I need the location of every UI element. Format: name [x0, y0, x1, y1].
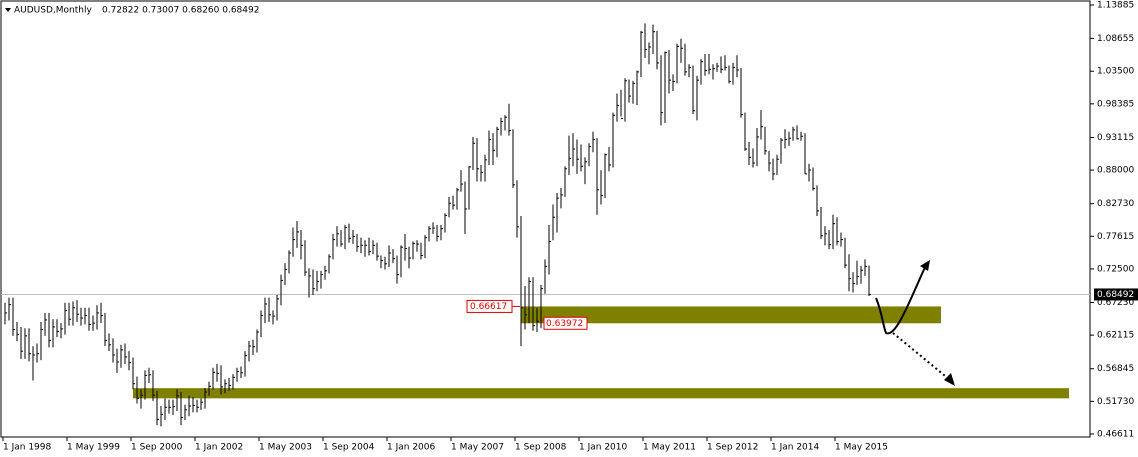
x-tick-label: 1 Sep 2000 [131, 443, 183, 453]
x-tick-label: 1 Jan 2002 [195, 443, 243, 453]
y-tick-label: 0.51730 [1097, 397, 1134, 407]
y-tick-label: 0.56845 [1097, 364, 1134, 374]
arrow-head [920, 260, 930, 271]
x-tick-label: 1 Jan 1998 [3, 443, 51, 453]
price-tag [1094, 288, 1138, 301]
y-tick-label: 0.93115 [1097, 133, 1134, 143]
y-tick-label: 0.72500 [1097, 264, 1134, 274]
level-label: 0.63972 [546, 319, 583, 329]
level-box [543, 316, 588, 330]
ohlc-text: 0.72822 0.73007 0.68260 0.68492 [102, 6, 259, 16]
annotation-arrows [875, 260, 955, 386]
x-tick-label: 1 Jan 2006 [387, 443, 435, 453]
zone [133, 388, 1069, 399]
x-tick-label: 1 Sep 2012 [707, 443, 758, 453]
price-tag-label: 0.68492 [1097, 290, 1134, 300]
x-tick-label: 1 May 2003 [259, 443, 312, 453]
x-tick-label: 1 May 2007 [451, 443, 504, 453]
plot-frame [0, 0, 1091, 438]
y-tick-label: 1.08655 [1097, 34, 1134, 44]
y-tick-label: 0.77615 [1097, 232, 1134, 242]
y-tick-label: 0.98385 [1097, 99, 1134, 109]
x-tick-label: 1 Jan 2010 [579, 443, 627, 453]
chart-title: AUDUSD,Monthly [14, 6, 92, 16]
x-tick-label: 1 Jan 2014 [771, 443, 819, 453]
collapse-icon[interactable] [5, 8, 11, 12]
break-arrow [892, 332, 951, 381]
x-tick-label: 1 Sep 2004 [323, 443, 375, 453]
arrow-head [944, 373, 955, 386]
y-tick-label: 0.88000 [1097, 166, 1134, 176]
y-tick-label: 1.13885 [1097, 1, 1134, 11]
y-tick-label: 0.62115 [1097, 331, 1134, 341]
y-tick-label: 1.03500 [1097, 67, 1134, 77]
y-tick-label: 0.67230 [1097, 298, 1134, 308]
y-tick-label: 0.82730 [1097, 199, 1134, 209]
x-tick-label: 1 May 1999 [67, 443, 120, 453]
x-tick-label: 1 May 2015 [835, 443, 888, 453]
level-label: 0.66617 [470, 302, 507, 312]
zone [521, 306, 941, 324]
x-tick-label: 1 May 2011 [643, 443, 696, 453]
y-tick-label: 0.46611 [1097, 430, 1134, 440]
x-tick-label: 1 Sep 2008 [515, 443, 567, 453]
bounce-arrow [875, 264, 927, 335]
